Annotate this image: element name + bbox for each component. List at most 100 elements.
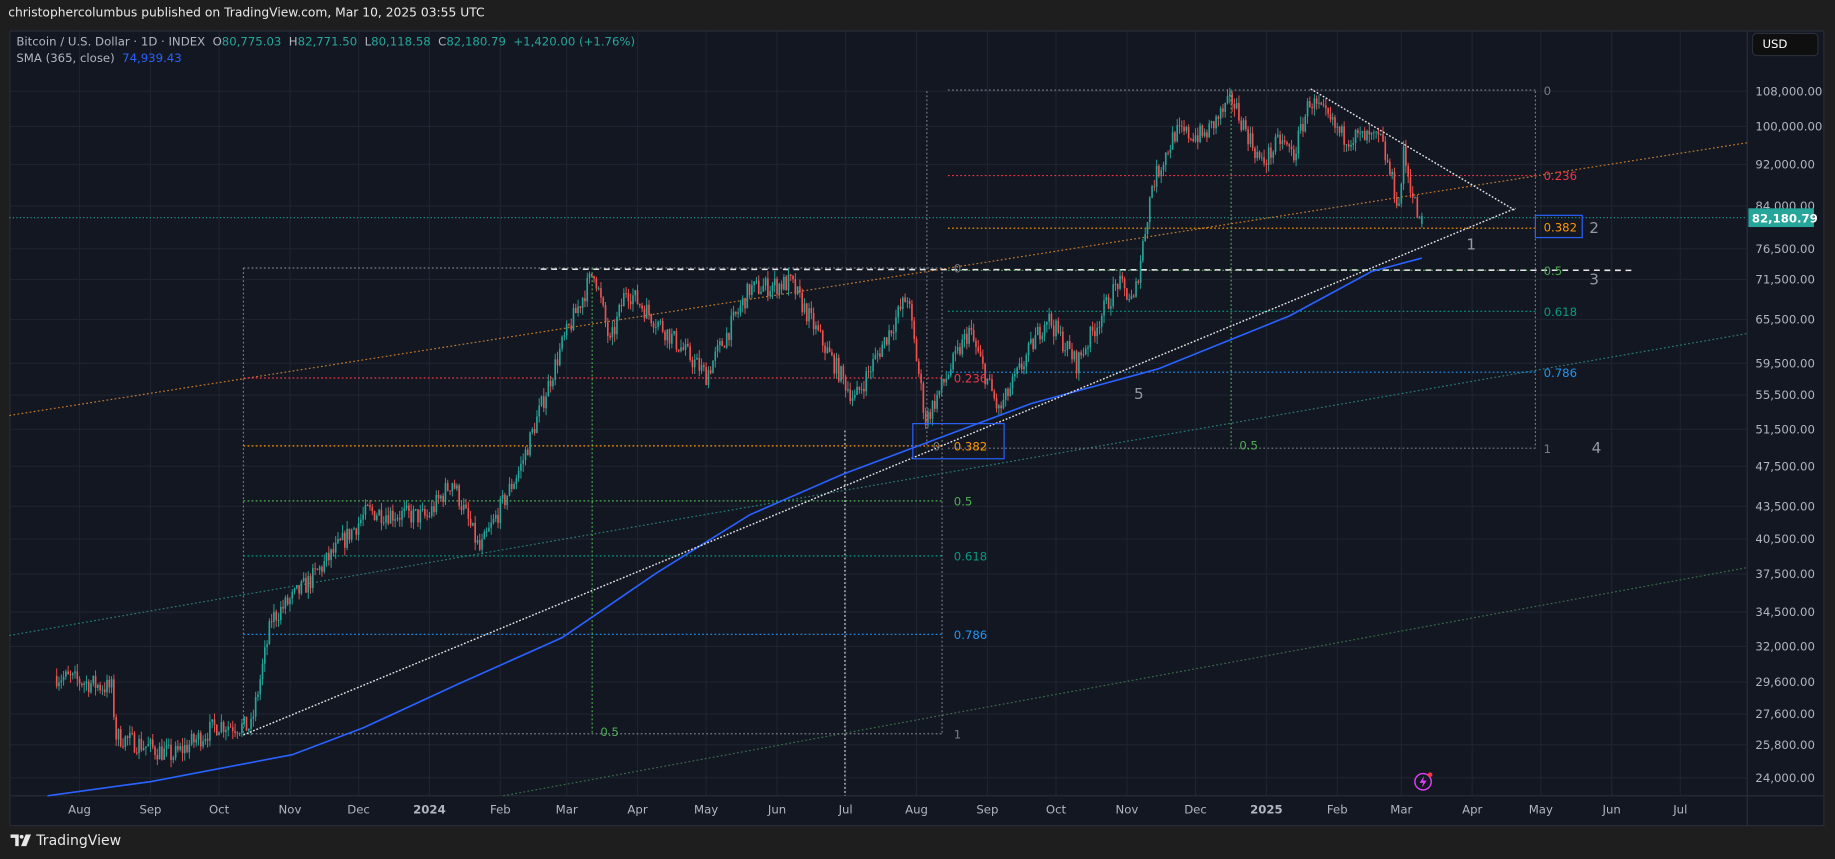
descending-trendline[interactable]	[1310, 88, 1516, 212]
candle	[389, 507, 392, 524]
candle	[234, 723, 236, 738]
candle	[773, 270, 776, 293]
channel-lower-line[interactable]	[503, 567, 1748, 797]
candle	[1238, 95, 1240, 124]
candle	[1281, 133, 1284, 150]
candle	[1336, 122, 1339, 136]
candle	[106, 674, 108, 698]
candle	[440, 494, 442, 501]
candle	[1128, 293, 1131, 303]
price-tick-label: 51,500.00	[1755, 422, 1814, 436]
candle	[563, 331, 566, 341]
candle	[378, 508, 380, 516]
candle	[1132, 293, 1135, 299]
candle	[611, 321, 614, 346]
candle	[318, 565, 321, 575]
price-tick-label: 92,000.00	[1755, 158, 1814, 172]
candle	[483, 529, 486, 540]
candle	[590, 273, 593, 278]
candle	[183, 737, 186, 761]
candle	[94, 670, 97, 696]
candle	[1023, 361, 1025, 375]
candle	[81, 682, 83, 688]
candle	[1382, 126, 1384, 143]
candle	[337, 531, 339, 545]
candle	[382, 516, 385, 526]
fib-right-label-05: 0.5	[1544, 264, 1563, 278]
highlight-box-left[interactable]	[912, 423, 1005, 460]
candle	[1194, 128, 1197, 144]
candle	[936, 390, 938, 413]
lightning-icon[interactable]	[1414, 772, 1433, 791]
candle	[1331, 112, 1334, 126]
candle	[767, 271, 769, 302]
candle	[938, 390, 941, 399]
high-label: H	[288, 36, 298, 50]
candle	[236, 731, 239, 739]
price-tick-label: 43,500.00	[1755, 499, 1814, 513]
fib-retracement-left[interactable]	[242, 267, 943, 735]
candle	[796, 286, 799, 296]
candle	[300, 579, 303, 596]
candle	[1272, 150, 1275, 164]
candle	[625, 286, 627, 299]
candle	[174, 741, 177, 761]
symbol-title[interactable]: Bitcoin / U.S. Dollar · 1D · INDEX	[16, 36, 206, 50]
candle	[1196, 127, 1199, 150]
candle	[879, 347, 881, 360]
candle	[1137, 279, 1140, 285]
candle	[60, 674, 63, 689]
ascending-trendline[interactable]	[243, 207, 1516, 736]
footer-brand[interactable]: TradingView	[10, 832, 121, 848]
candle	[243, 716, 246, 727]
candle	[794, 273, 797, 300]
candle	[261, 658, 264, 686]
candle	[1002, 393, 1005, 410]
breakout-level-dashed-line[interactable]	[540, 268, 1633, 272]
candle	[1020, 356, 1023, 374]
price-tick-label: 71,500.00	[1755, 273, 1814, 287]
candle	[844, 374, 847, 398]
candle	[554, 353, 557, 386]
candle	[293, 587, 296, 595]
candle	[360, 513, 362, 527]
candle	[1277, 128, 1279, 139]
candle	[241, 718, 243, 737]
candle	[430, 499, 433, 519]
candle	[142, 740, 145, 751]
candle	[1107, 293, 1110, 310]
candle	[1119, 269, 1121, 291]
candle	[522, 453, 525, 472]
candle	[833, 353, 836, 378]
candle	[568, 323, 570, 327]
candle	[1240, 116, 1243, 133]
candle	[1347, 139, 1350, 151]
candle	[764, 276, 767, 291]
candle	[639, 303, 641, 308]
currency-button[interactable]: USD	[1751, 32, 1819, 57]
candle	[725, 327, 728, 350]
candle	[1368, 122, 1371, 143]
highlight-box-right[interactable]	[1534, 214, 1583, 239]
candle	[876, 350, 879, 363]
candle	[348, 528, 351, 544]
candle	[643, 305, 646, 323]
candle	[451, 482, 454, 497]
candle	[808, 302, 810, 329]
candle	[1004, 387, 1007, 407]
channel-middle-line[interactable]	[9, 332, 1748, 637]
candle	[1110, 298, 1112, 316]
candle	[984, 362, 986, 389]
candle	[677, 349, 680, 353]
candle	[1398, 197, 1400, 207]
candle	[1407, 162, 1409, 184]
candle	[867, 365, 870, 379]
candle	[712, 360, 714, 374]
candle	[1375, 131, 1377, 139]
sma-label[interactable]: SMA (365, close)	[16, 52, 115, 66]
candle	[1320, 101, 1323, 106]
candle	[705, 362, 707, 386]
candle	[787, 268, 790, 296]
candle	[410, 504, 412, 528]
